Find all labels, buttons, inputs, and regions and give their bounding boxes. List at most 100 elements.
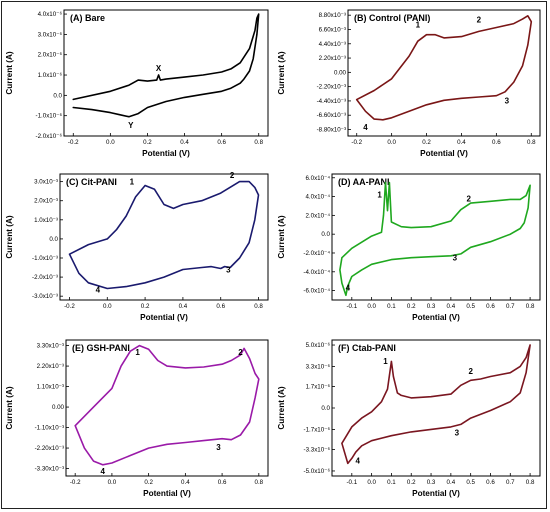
panel-e: -0.2 0.0 0.2 0.4 0.6 0.8 3.30x10⁻³ 2.20x10⁻³ 1.1… bbox=[5, 339, 269, 498]
panel-title: (A) Bare bbox=[70, 13, 105, 23]
panel-title: (B) Control (PANI) bbox=[354, 13, 430, 23]
cv-curve bbox=[339, 181, 531, 297]
plot-area-frame bbox=[65, 339, 269, 477]
x-tick-label: 0.8 bbox=[527, 139, 536, 146]
y-tick-label: -4.0x10⁻⁴ bbox=[303, 269, 330, 276]
panel-title: (F) Ctab-PANI bbox=[338, 343, 396, 353]
panel-title: (E) GSH-PANI bbox=[72, 343, 130, 353]
peak-label: 4 bbox=[101, 467, 106, 476]
y-tick-label: 1.0x10⁻³ bbox=[34, 217, 58, 224]
y-tick-label: -1.0x10⁻³ bbox=[32, 255, 58, 262]
y-tick-label: -2.0x10⁻⁴ bbox=[303, 250, 330, 257]
x-tick-label: 0.0 bbox=[108, 479, 117, 486]
y-tick-label: 3.3x10⁻⁶ bbox=[306, 363, 331, 370]
y-tick-label: -5.0x10⁻⁶ bbox=[304, 468, 331, 475]
y-tick-label: -4.40x10⁻³ bbox=[317, 98, 346, 105]
y-tick-label: 3.0x10⁻³ bbox=[34, 179, 58, 186]
y-tick-label: -8.80x10⁻³ bbox=[317, 127, 346, 134]
x-tick-label: 0.0 bbox=[387, 139, 396, 146]
x-tick-label: 0.5 bbox=[466, 303, 475, 310]
y-tick-label: 2.20x10⁻³ bbox=[319, 55, 346, 62]
x-tick-label: 0.2 bbox=[144, 479, 153, 486]
y-tick-label: -1.7x10⁻⁶ bbox=[304, 426, 331, 433]
panel-f: -0.1 0.0 0.1 0.2 0.3 0.4 0.5 0.6 0.7 0.8 5.0x10⁻⁶ 3… bbox=[277, 339, 541, 498]
x-tick-label: 0.4 bbox=[447, 479, 456, 486]
x-tick-label: 0.8 bbox=[526, 303, 535, 310]
y-axis-label: Current (A) bbox=[277, 386, 286, 429]
x-tick-label: 0.5 bbox=[466, 479, 475, 486]
panel-a: -0.2 0.0 0.2 0.4 0.6 0.8 4.0x10⁻⁶ 3.0x10⁻⁶ 2.0x1… bbox=[5, 9, 269, 158]
y-tick-label: 1.0x10⁻⁶ bbox=[38, 72, 63, 79]
y-axis-label: Current (A) bbox=[5, 215, 14, 258]
x-axis-label: Potential (V) bbox=[142, 149, 190, 158]
peak-label: 3 bbox=[453, 254, 458, 263]
y-tick-label: 1.10x10⁻³ bbox=[37, 384, 64, 391]
panel-b: -0.2 0.0 0.2 0.4 0.6 0.8 8.80x10⁻³ 6.60x10⁻³ 4.4… bbox=[277, 9, 541, 158]
peak-label: X bbox=[156, 64, 162, 73]
y-tick-label: 0.0 bbox=[53, 92, 62, 99]
y-axis-label: Current (A) bbox=[277, 215, 286, 258]
y-tick-label: 5.0x10⁻⁶ bbox=[306, 342, 331, 349]
y-tick-label: -3.30x10⁻³ bbox=[35, 466, 64, 473]
x-tick-label: 0.6 bbox=[486, 479, 495, 486]
x-tick-label: -0.2 bbox=[351, 139, 362, 146]
y-tick-label: 0.00 bbox=[334, 69, 347, 76]
y-tick-label: 3.0x10⁻⁶ bbox=[38, 31, 63, 38]
peak-label: Y bbox=[128, 121, 134, 130]
plot-area-frame bbox=[59, 173, 269, 301]
x-tick-label: -0.1 bbox=[346, 479, 357, 486]
peak-label: 2 bbox=[230, 171, 235, 180]
x-tick-label: 0.6 bbox=[216, 303, 225, 310]
x-tick-label: 0.7 bbox=[506, 479, 515, 486]
x-tick-label: 0.3 bbox=[427, 479, 436, 486]
x-tick-label: 0.2 bbox=[143, 139, 152, 146]
panel-title: (D) AA-PANI bbox=[338, 177, 390, 187]
x-tick-label: 0.2 bbox=[141, 303, 150, 310]
y-axis-label: Current (A) bbox=[5, 386, 14, 429]
cv-curve bbox=[341, 344, 531, 465]
cv-curve bbox=[74, 344, 260, 466]
x-tick-label: 0.2 bbox=[407, 479, 416, 486]
y-axis-label: Current (A) bbox=[277, 51, 286, 94]
peak-label: 4 bbox=[96, 285, 101, 294]
peak-label: 1 bbox=[377, 191, 382, 200]
peak-label: 3 bbox=[216, 443, 221, 452]
x-tick-label: 0.1 bbox=[387, 303, 396, 310]
plot-area-frame bbox=[331, 173, 541, 301]
peak-label: 3 bbox=[505, 97, 510, 106]
y-tick-label: 6.0x10⁻⁴ bbox=[305, 175, 330, 182]
cv-curve bbox=[68, 180, 260, 290]
peak-label: 2 bbox=[477, 15, 482, 24]
peak-label: 1 bbox=[135, 348, 140, 357]
x-tick-label: 0.3 bbox=[427, 303, 436, 310]
x-tick-label: 0.6 bbox=[486, 303, 495, 310]
y-tick-label: -2.0x10⁻³ bbox=[32, 274, 58, 281]
x-tick-label: 0.0 bbox=[367, 479, 376, 486]
x-axis-label: Potential (V) bbox=[412, 489, 460, 498]
x-axis-label: Potential (V) bbox=[143, 489, 191, 498]
y-tick-label: 3.30x10⁻³ bbox=[37, 343, 64, 350]
peak-label: 2 bbox=[466, 194, 471, 203]
x-tick-label: -0.1 bbox=[346, 303, 357, 310]
y-tick-label: 2.20x10⁻³ bbox=[37, 363, 64, 370]
y-tick-label: -3.3x10⁻⁶ bbox=[304, 447, 331, 454]
x-tick-label: 0.4 bbox=[181, 479, 190, 486]
y-tick-label: -6.60x10⁻³ bbox=[317, 112, 346, 119]
panel-title: (C) Cit-PANI bbox=[66, 177, 117, 187]
y-tick-label: 2.0x10⁻⁴ bbox=[305, 212, 330, 219]
x-tick-label: 0.4 bbox=[457, 139, 466, 146]
y-tick-label: 4.0x10⁻⁶ bbox=[38, 11, 63, 18]
y-tick-label: -3.0x10⁻³ bbox=[32, 293, 58, 300]
x-tick-label: 0.8 bbox=[255, 479, 264, 486]
y-tick-label: 0.0 bbox=[321, 231, 330, 238]
x-axis-label: Potential (V) bbox=[140, 313, 188, 322]
peak-label: 4 bbox=[356, 456, 361, 465]
cv-curve bbox=[355, 15, 533, 121]
peak-label: 3 bbox=[455, 429, 460, 438]
y-tick-label: 0.00 bbox=[52, 404, 65, 411]
x-tick-label: 0.8 bbox=[254, 139, 263, 146]
y-tick-label: 6.60x10⁻³ bbox=[319, 26, 346, 33]
y-tick-label: 4.0x10⁻⁴ bbox=[305, 194, 330, 201]
x-tick-label: 0.2 bbox=[422, 139, 431, 146]
